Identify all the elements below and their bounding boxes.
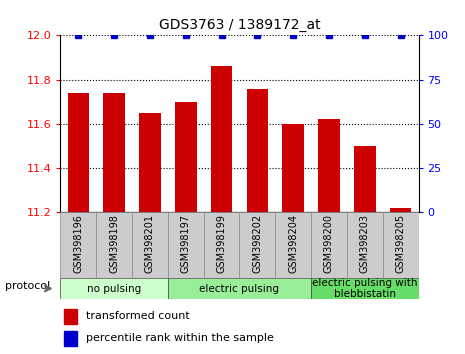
Text: GSM398197: GSM398197	[181, 214, 191, 273]
Text: GSM398199: GSM398199	[217, 215, 226, 273]
Text: GSM398198: GSM398198	[109, 215, 119, 273]
Bar	[211, 67, 232, 212]
Bar	[282, 124, 304, 212]
Bar	[318, 120, 340, 212]
Bar	[64, 309, 77, 324]
Bar	[96, 212, 132, 278]
Text: transformed count: transformed count	[86, 311, 189, 321]
Bar	[168, 278, 311, 299]
Bar	[390, 208, 412, 212]
Text: GSM398196: GSM398196	[73, 215, 83, 273]
Bar	[64, 331, 77, 346]
Text: GSM398205: GSM398205	[396, 214, 405, 273]
Text: electric pulsing with
blebbistatin: electric pulsing with blebbistatin	[312, 278, 418, 299]
Text: GSM398201: GSM398201	[145, 214, 155, 273]
Bar	[311, 278, 418, 299]
Text: protocol: protocol	[5, 281, 50, 291]
Bar	[132, 212, 168, 278]
Bar	[168, 212, 204, 278]
Bar	[246, 88, 268, 212]
Text: GSM398204: GSM398204	[288, 214, 298, 273]
Title: GDS3763 / 1389172_at: GDS3763 / 1389172_at	[159, 18, 320, 32]
Text: electric pulsing: electric pulsing	[199, 284, 279, 293]
Bar	[67, 93, 89, 212]
Bar	[239, 212, 275, 278]
Text: no pulsing: no pulsing	[87, 284, 141, 293]
Text: GSM398200: GSM398200	[324, 214, 334, 273]
Text: GSM398202: GSM398202	[252, 214, 262, 273]
Bar	[275, 212, 311, 278]
Bar	[311, 212, 347, 278]
Bar	[60, 212, 96, 278]
Bar	[347, 212, 383, 278]
Text: percentile rank within the sample: percentile rank within the sample	[86, 332, 273, 343]
Text: GSM398203: GSM398203	[360, 214, 370, 273]
Bar	[103, 93, 125, 212]
Bar	[60, 278, 168, 299]
Bar	[204, 212, 239, 278]
Bar	[175, 102, 197, 212]
Bar	[383, 212, 418, 278]
Bar	[139, 113, 161, 212]
Bar	[354, 146, 376, 212]
